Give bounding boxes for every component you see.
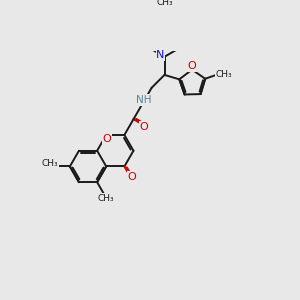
Text: CH₃: CH₃	[215, 70, 232, 79]
Text: O: O	[188, 61, 196, 71]
Text: CH₃: CH₃	[41, 160, 58, 169]
Text: CH₃: CH₃	[156, 0, 173, 7]
Text: NH: NH	[136, 95, 151, 105]
Text: O: O	[139, 122, 148, 132]
Text: CH₃: CH₃	[97, 194, 114, 202]
Text: N: N	[156, 50, 165, 60]
Text: O: O	[128, 172, 136, 182]
Text: O: O	[103, 134, 111, 144]
